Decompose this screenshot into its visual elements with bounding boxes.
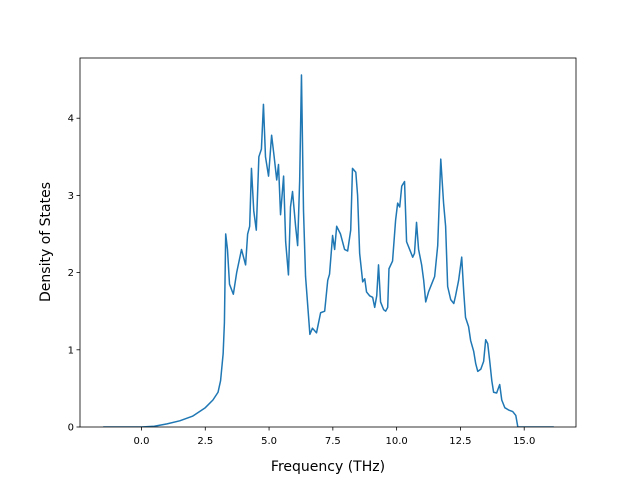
y-tick-label: 0: [68, 423, 74, 434]
y-tick-label: 1: [68, 345, 74, 356]
plot-frame: [79, 57, 577, 428]
y-axis-label: Density of States: [38, 182, 54, 302]
x-tick-label: 12.5: [449, 436, 471, 447]
y-tick-label: 4: [68, 114, 74, 125]
x-tick-label: 5.0: [261, 436, 277, 447]
x-axis-label: Frequency (THz): [271, 459, 385, 475]
x-tick-label: 2.5: [197, 436, 213, 447]
x-tick-label: 0.0: [134, 436, 150, 447]
x-tick-label: 10.0: [386, 436, 408, 447]
x-tick-label: 15.0: [513, 436, 535, 447]
dos-line: [103, 74, 554, 427]
y-tick-label: 2: [68, 268, 74, 279]
x-tick-label: 7.5: [325, 436, 341, 447]
y-tick-label: 3: [68, 191, 74, 202]
